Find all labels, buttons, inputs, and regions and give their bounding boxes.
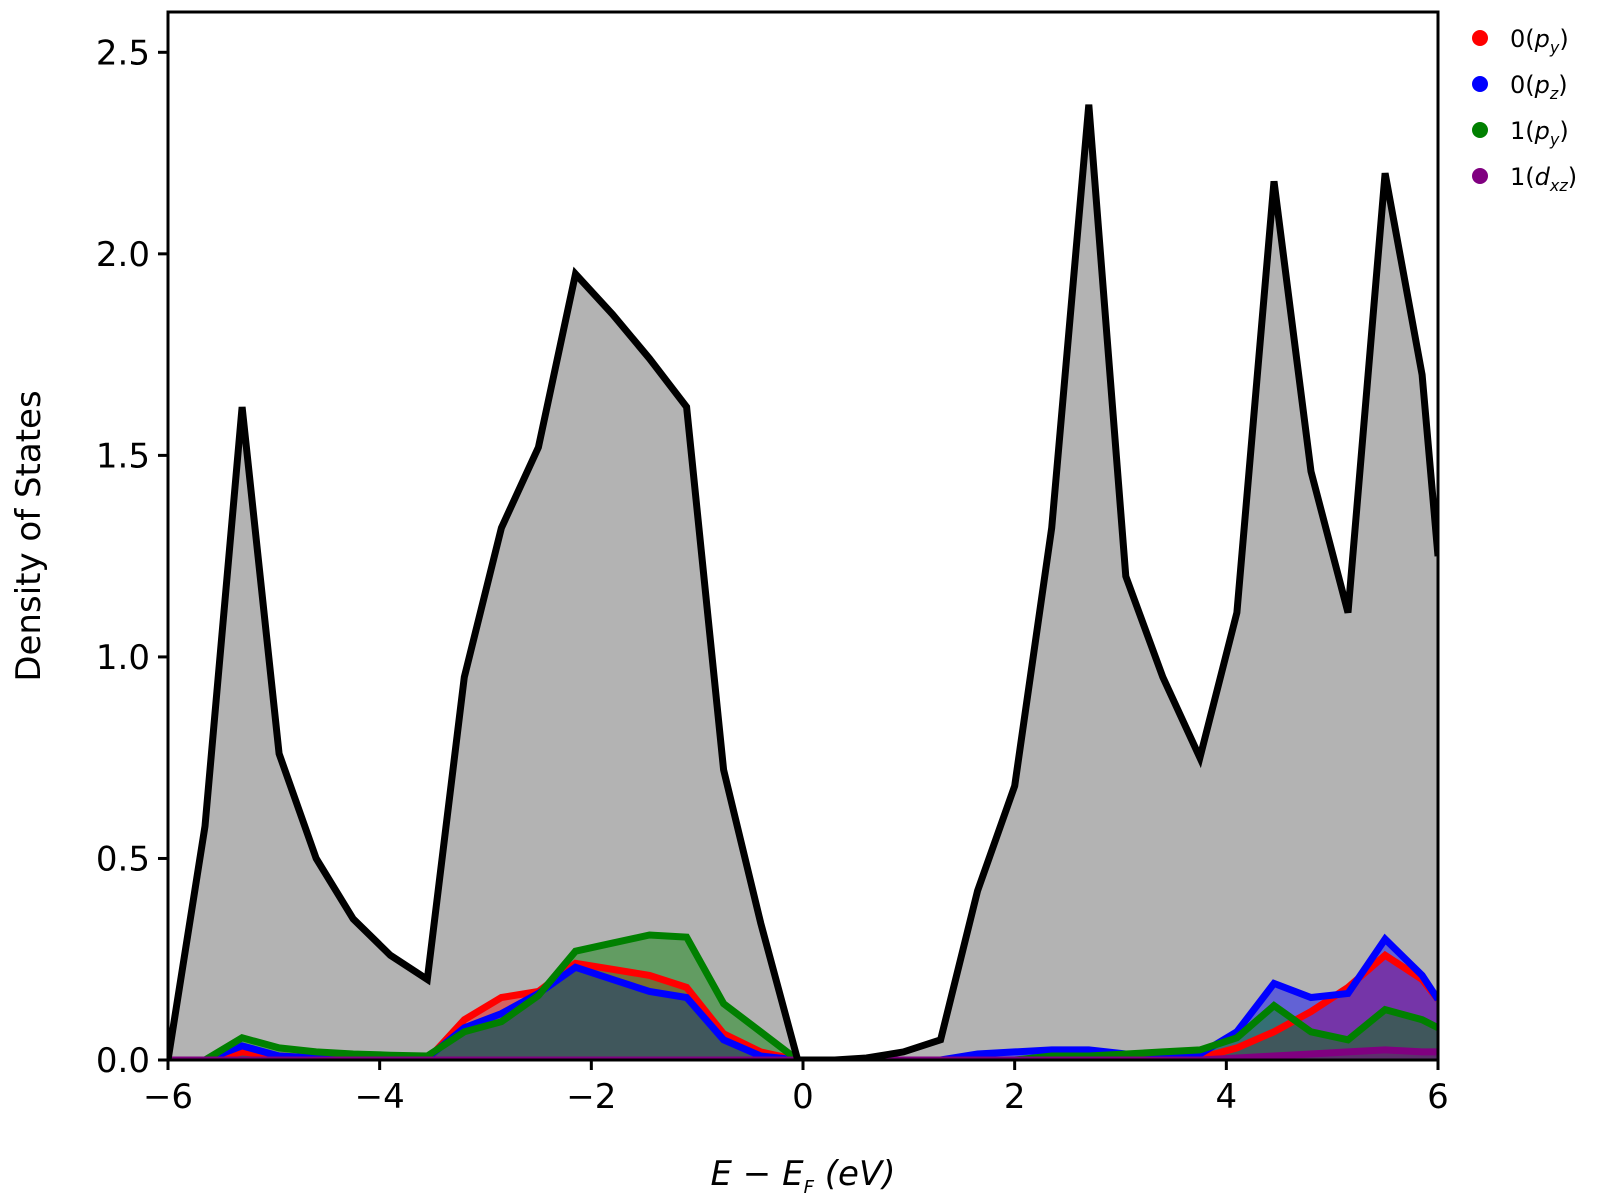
legend-item: 1(py) (1472, 117, 1569, 149)
legend-label: 0(py) (1510, 25, 1569, 57)
series-fill-1 (168, 939, 1438, 1060)
legend-marker (1472, 122, 1488, 138)
legend-label: 1(dxz) (1510, 163, 1577, 195)
legend-item: 0(py) (1472, 25, 1569, 57)
legend-label: 0(pz) (1510, 71, 1568, 103)
series-line-3 (168, 1046, 1438, 1060)
legend-item: 1(dxz) (1472, 163, 1577, 195)
y-tick-label: 2.5 (96, 33, 150, 73)
x-tick-label: 2 (1004, 1077, 1026, 1117)
x-tick-label: −2 (566, 1077, 616, 1117)
series-line-2 (168, 931, 1438, 1060)
series-fill-0 (168, 955, 1438, 1060)
x-tick-label: −4 (355, 1077, 405, 1117)
y-axis: 0.0 0.5 1.0 1.5 2.0 2.5 (96, 33, 168, 1081)
y-tick-label: 0.0 (96, 1041, 150, 1081)
y-tick-label: 2.0 (96, 235, 150, 275)
legend-marker (1472, 30, 1488, 46)
series-line-0 (168, 950, 1438, 1060)
legend-marker (1472, 168, 1488, 184)
x-tick-label: −6 (143, 1077, 193, 1117)
y-tick-label: 0.5 (96, 839, 150, 879)
x-tick-label: 0 (792, 1077, 814, 1117)
total-dos-line (168, 104, 1438, 1060)
x-axis: −6 −4 −2 0 2 4 6 (143, 1060, 1449, 1117)
x-tick-label: 6 (1427, 1077, 1449, 1117)
legend: 0(py) 0(pz) 1(py) 1(dxz) (1472, 25, 1577, 195)
total-dos-fill (168, 104, 1438, 1060)
x-tick-label: 4 (1216, 1077, 1238, 1117)
y-axis-label: Density of States (9, 390, 49, 681)
legend-marker (1472, 76, 1488, 92)
y-tick-label: 1.0 (96, 638, 150, 678)
x-axis-label: E − EF (eV) (711, 1154, 896, 1198)
legend-label: 1(py) (1510, 117, 1569, 149)
y-tick-label: 1.5 (96, 436, 150, 476)
plot-area (168, 104, 1438, 1060)
legend-item: 0(pz) (1472, 71, 1568, 103)
